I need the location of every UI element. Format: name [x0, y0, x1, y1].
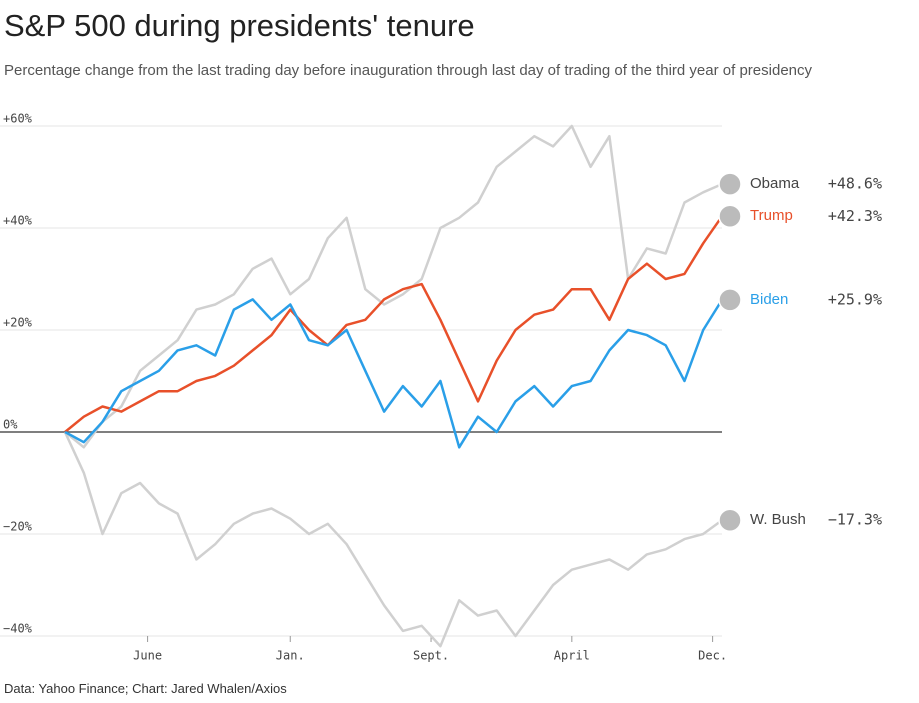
y-tick-label: +20%	[3, 316, 33, 330]
series-line	[64, 298, 724, 449]
legend-label: Obama	[750, 175, 800, 192]
end-value-label: +25.9%	[828, 290, 882, 308]
source: Data: Yahoo Finance; Chart: Jared Whalen…	[4, 681, 287, 696]
face-icon	[718, 204, 742, 229]
series-line	[64, 215, 724, 433]
chart-title: S&P 500 during presidents' tenure	[4, 8, 475, 43]
y-tick-label: +40%	[3, 214, 33, 228]
y-tick-label: +60%	[3, 112, 33, 126]
y-tick-label: −20%	[3, 520, 33, 534]
series-line	[63, 431, 723, 648]
chart-subtitle: Percentage change from the last trading …	[4, 62, 813, 79]
y-tick-label: −40%	[3, 622, 33, 636]
legend-label: Trump	[750, 207, 793, 224]
legend-label: Biden	[750, 291, 788, 308]
legend-label: W. Bush	[750, 511, 806, 528]
face-icon	[718, 172, 742, 196]
series-line	[64, 124, 723, 449]
end-value-label: +42.3%	[828, 207, 882, 225]
x-tick-label: Dec.	[698, 649, 727, 663]
y-tick-label: 0%	[3, 418, 18, 432]
end-value-label: +48.6%	[828, 175, 882, 193]
x-tick-label: April	[554, 649, 590, 663]
x-tick-label: June	[133, 649, 162, 663]
x-tick-label: Sept.	[413, 649, 449, 663]
face-icon	[718, 288, 742, 312]
end-value-label: −17.3%	[828, 511, 882, 529]
face-icon	[718, 508, 742, 532]
x-tick-label: Jan.	[276, 649, 305, 663]
